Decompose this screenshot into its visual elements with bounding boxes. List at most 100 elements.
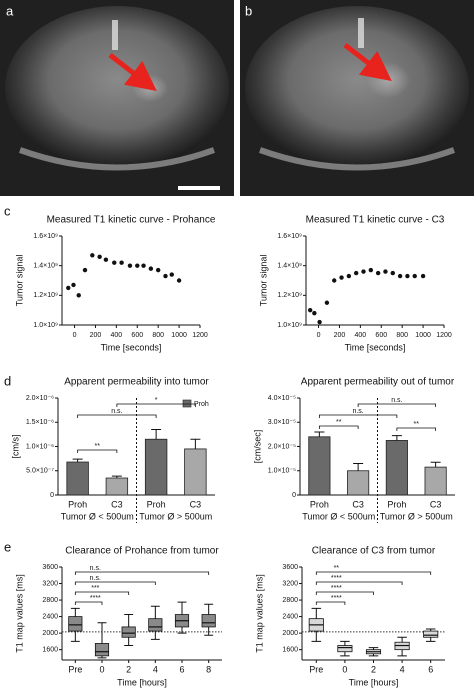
x-tick-label: C3 — [352, 499, 364, 509]
significance-bracket — [315, 571, 432, 575]
x-tick-label: 200 — [334, 332, 346, 339]
data-point — [141, 263, 146, 268]
box — [423, 630, 439, 638]
x-tick-label: 200 — [90, 332, 102, 339]
whisker-low — [150, 631, 160, 640]
x-axis-label: Time [seconds] — [101, 342, 162, 352]
data-point — [397, 273, 403, 279]
bar — [347, 470, 370, 496]
y-tick-label: 1600 — [282, 647, 298, 654]
data-point — [155, 267, 161, 273]
x-tick-label: 600 — [375, 332, 387, 339]
data-point — [383, 269, 388, 274]
error-bar — [111, 475, 122, 479]
x-tick-label: 6 — [179, 664, 184, 674]
whisker-high — [97, 622, 107, 644]
data-point — [82, 267, 88, 273]
x-tick-label: Pre — [68, 664, 82, 674]
y-tick-label: 3.0×10⁻⁵ — [268, 419, 296, 426]
y-tick-label: 3600 — [282, 564, 298, 571]
significance-bracket — [357, 403, 437, 407]
data-point — [317, 319, 322, 325]
x-tick-label: 4 — [153, 664, 158, 674]
significance-label: n.s. — [111, 408, 122, 415]
significance-bracket — [74, 601, 103, 605]
panel-label: c — [4, 203, 11, 218]
chart-title: Measured T1 kinetic curve - Prohance — [47, 215, 216, 226]
bar — [105, 477, 129, 496]
group-label: Tumor Ø < 500um — [61, 511, 134, 521]
significance-label: *** — [91, 585, 99, 592]
whisker-high — [397, 636, 407, 643]
x-tick-label: Proh — [387, 499, 406, 509]
bar — [144, 438, 168, 496]
mri-image-a — [0, 0, 234, 196]
chart-title: Measured T1 kinetic curve - C3 — [306, 215, 445, 226]
panel-label: b — [245, 3, 252, 18]
error-bar — [314, 431, 325, 437]
significance-bracket — [315, 601, 346, 605]
significance-label: ** — [95, 443, 101, 450]
significance-label: n.s. — [90, 565, 101, 572]
x-axis-label: Time [hours] — [349, 677, 399, 687]
y-tick-label: 2800 — [282, 597, 298, 604]
box — [121, 626, 136, 638]
data-point — [97, 254, 102, 259]
whisker-low — [425, 637, 436, 642]
data-point — [119, 260, 124, 265]
data-point — [135, 263, 140, 268]
data-point — [339, 275, 344, 280]
significance-label: **** — [331, 595, 342, 602]
y-axis-label: T1 map values [ms] — [14, 574, 24, 653]
y-tick-label: 1.0×10⁻⁶ — [26, 443, 54, 450]
data-point — [368, 267, 374, 273]
x-tick-label: 0 — [99, 664, 104, 674]
box — [201, 614, 216, 628]
y-tick-label: 1.2×10⁹ — [33, 292, 58, 299]
x-tick-label: Proh — [68, 499, 87, 509]
data-point — [307, 307, 313, 313]
x-tick-label: 800 — [396, 332, 408, 339]
error-bar — [151, 429, 162, 440]
panel-label: d — [4, 373, 11, 388]
y-tick-label: 2400 — [42, 613, 58, 620]
x-tick-label: C3 — [430, 499, 442, 509]
group-label: Tumor Ø > 500um — [139, 511, 212, 521]
mri-image-b — [240, 0, 474, 196]
chart-title: Apparent permeability out of tumor — [301, 377, 455, 388]
whisker-low — [204, 626, 214, 636]
significance-label: n.s. — [391, 397, 402, 404]
x-tick-label: Proh — [147, 499, 166, 509]
bar — [308, 436, 331, 496]
y-tick-label: 1.0×10⁻⁵ — [268, 468, 296, 475]
data-point — [66, 285, 71, 291]
significance-label: **** — [90, 595, 101, 602]
box — [68, 616, 83, 632]
y-axis-label: [cm/sec] — [252, 430, 262, 464]
data-point — [71, 282, 76, 288]
y-tick-label: 2000 — [282, 630, 298, 637]
y-tick-label: 4.0×10⁻⁵ — [268, 395, 296, 402]
chart-title: Apparent permeability into tumor — [64, 377, 209, 388]
y-tick-label: 1.5×10⁻⁶ — [26, 419, 54, 426]
x-tick-label: 0 — [342, 664, 347, 674]
whisker-low — [340, 651, 350, 657]
whisker-low — [124, 637, 134, 647]
significance-bracket — [318, 425, 359, 429]
significance-label: n.s. — [90, 575, 101, 582]
y-axis-label: [cm/s] — [10, 435, 20, 459]
x-axis-label: Time [hours] — [117, 677, 167, 687]
group-label: Tumor Ø > 500um — [380, 511, 453, 521]
box — [94, 643, 110, 657]
bar — [184, 448, 207, 496]
data-point — [405, 273, 410, 279]
x-tick-label: 0 — [73, 332, 77, 339]
group-label: Tumor Ø < 500um — [302, 511, 375, 521]
whisker-high — [150, 605, 160, 619]
data-point — [353, 270, 359, 276]
x-tick-label: 1200 — [436, 332, 452, 339]
whisker-high — [340, 640, 350, 646]
data-point — [324, 300, 330, 305]
significance-bracket — [77, 414, 157, 418]
x-tick-label: 2 — [126, 664, 131, 674]
